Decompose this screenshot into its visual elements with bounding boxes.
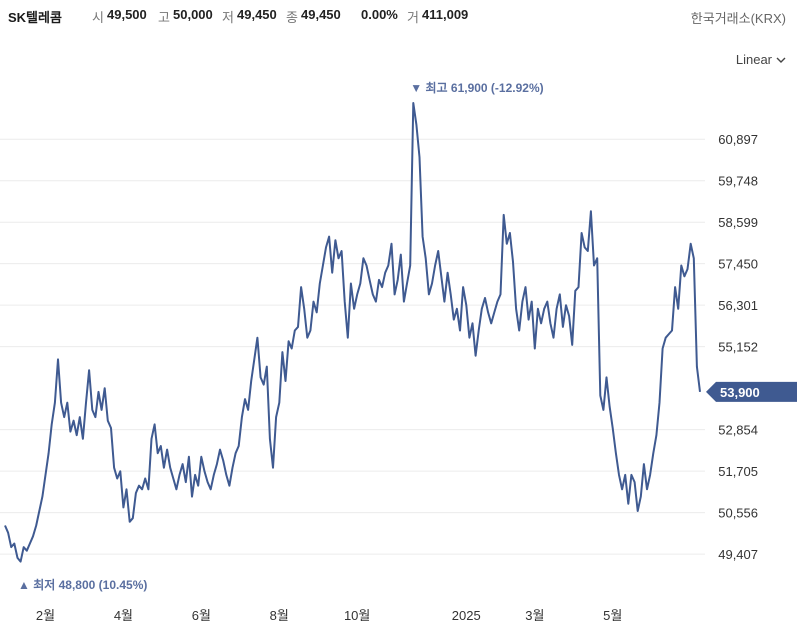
close-value: 49,450 bbox=[301, 7, 341, 22]
x-tick-label: 2025 bbox=[452, 608, 481, 623]
stock-name: SK텔레콤 bbox=[8, 10, 62, 25]
y-axis: 60,897 59,748 58,599 57,450 56,301 55,152 52,8… bbox=[718, 132, 758, 562]
current-price-label: 53,900 bbox=[720, 385, 760, 400]
x-tick-label: 3월 bbox=[525, 608, 544, 623]
max-annotation: ▼ 최고 61,900 (-12.92%) bbox=[410, 80, 543, 95]
open-value: 49,500 bbox=[107, 7, 147, 22]
scale-selector-label: Linear bbox=[735, 52, 772, 67]
y-tick-label: 50,556 bbox=[718, 506, 758, 521]
current-price-badge bbox=[706, 381, 797, 402]
y-tick-label: 59,748 bbox=[718, 174, 758, 189]
volume-value: 411,009 bbox=[422, 7, 469, 22]
price-series-line bbox=[4, 102, 701, 563]
y-tick-label: 52,854 bbox=[718, 423, 758, 438]
y-tick-label: 49,407 bbox=[718, 547, 758, 562]
high-value: 50,000 bbox=[173, 7, 213, 22]
y-tick-label: 58,599 bbox=[718, 215, 758, 230]
min-annotation: ▲ 최저 48,800 (10.45%) bbox=[18, 577, 147, 592]
change-value: 0.00% bbox=[361, 7, 398, 22]
low-label: 저 bbox=[222, 10, 234, 25]
x-tick-label: 2월 bbox=[36, 608, 55, 623]
y-tick-label: 51,705 bbox=[718, 464, 758, 479]
quote-header: SK텔레콤 시 49,500 고 50,000 저 49,450 종 49,45… bbox=[0, 0, 800, 34]
scale-selector[interactable]: Linear bbox=[736, 52, 786, 67]
open-label: 시 bbox=[92, 10, 104, 25]
current-price-marker: 53,900 bbox=[706, 381, 797, 402]
y-tick-label: 56,301 bbox=[718, 298, 758, 313]
x-tick-label: 10월 bbox=[344, 608, 370, 623]
chevron-down-icon bbox=[776, 57, 786, 64]
y-tick-label: 57,450 bbox=[718, 257, 758, 272]
annotations: ▼ 최고 61,900 (-12.92%) ▲ 최저 48,800 (10.45… bbox=[18, 80, 544, 592]
low-value: 49,450 bbox=[237, 7, 277, 22]
x-tick-label: 4월 bbox=[114, 608, 133, 623]
x-tick-label: 8월 bbox=[270, 608, 289, 623]
x-tick-label: 5월 bbox=[603, 608, 622, 623]
x-axis: 2월 4월 6월 8월 10월 2025 3월 5월 bbox=[36, 608, 622, 623]
exchange-label: 한국거래소(KRX) bbox=[690, 11, 786, 26]
y-tick-label: 55,152 bbox=[718, 340, 758, 355]
grid bbox=[0, 138, 705, 555]
x-tick-label: 6월 bbox=[192, 608, 211, 623]
volume-label: 거 bbox=[407, 10, 419, 25]
close-label: 종 bbox=[286, 10, 298, 25]
y-tick-label: 60,897 bbox=[718, 132, 758, 147]
high-label: 고 bbox=[158, 10, 170, 25]
